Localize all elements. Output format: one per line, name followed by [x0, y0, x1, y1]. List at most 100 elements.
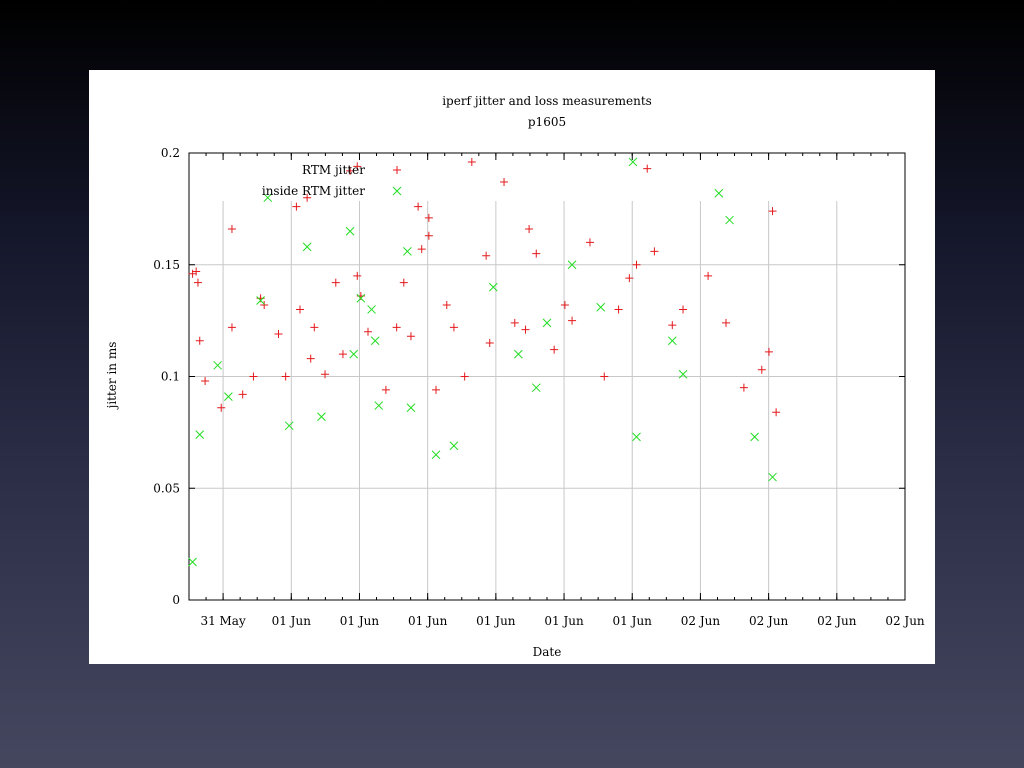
rtm-jitter-point [550, 345, 559, 354]
legend: RTM jitter inside RTM jitter [262, 163, 402, 198]
inside-rtm-jitter-point [431, 450, 441, 460]
inside-rtm-jitter-point [750, 432, 759, 442]
rtm-jitter-point [417, 245, 426, 254]
x-tick-label: 31 May [200, 614, 246, 628]
inside-rtm-jitter-point [370, 336, 380, 346]
inside-rtm-jitter-point [317, 412, 326, 422]
rtm-jitter-point [321, 370, 330, 379]
x-tick-label: 01 Jun [272, 614, 312, 628]
inside-rtm-jitter-point [542, 318, 552, 328]
x-tick-label: 01 Jun [340, 614, 380, 628]
rtm-jitter-point [442, 300, 451, 309]
data-points [188, 157, 781, 567]
rtm-jitter-point [500, 178, 509, 187]
rtm-jitter-point [643, 164, 652, 173]
inside-rtm-jitter-point [188, 557, 197, 567]
y-tick-label: 0.2 [161, 146, 180, 160]
rtm-jitter-point [274, 330, 283, 339]
rtm-jitter-point [568, 316, 577, 325]
inside-rtm-jitter-point [302, 242, 312, 252]
rtm-jitter-point [739, 383, 748, 392]
inside-rtm-jitter-point [367, 305, 376, 314]
x-tick-label: 02 Jun [749, 614, 789, 628]
x-axis-label: Date [533, 645, 562, 659]
legend-marker-rtm-jitter [393, 166, 401, 174]
rtm-jitter-point [195, 336, 204, 345]
rtm-jitter-point [310, 323, 319, 332]
rtm-jitter-point [414, 202, 423, 211]
rtm-jitter-point [424, 231, 433, 240]
rtm-jitter-point [432, 385, 441, 394]
grid-lines [189, 201, 905, 600]
rtm-jitter-point [482, 251, 491, 260]
inside-rtm-jitter-point [195, 430, 205, 439]
inside-rtm-jitter-point [632, 432, 641, 442]
inside-rtm-jitter-point [284, 421, 294, 431]
chart-title: iperf jitter and loss measurements [442, 94, 652, 108]
rtm-jitter-point [625, 274, 634, 283]
inside-rtm-jitter-point [678, 369, 688, 379]
x-tick-label: 01 Jun [476, 614, 516, 628]
rtm-jitter-point [193, 278, 202, 287]
rtm-jitter-point [704, 271, 713, 280]
inside-rtm-jitter-point [725, 215, 734, 225]
rtm-jitter-point [364, 327, 372, 336]
y-tick-label: 0.05 [153, 481, 180, 495]
rtm-jitter-point [346, 166, 355, 175]
rtm-jitter-point [449, 323, 458, 332]
rtm-jitter-point [238, 390, 247, 399]
inside-rtm-jitter-point [213, 360, 222, 370]
rtm-jitter-point [381, 385, 390, 394]
legend-marker-inside-rtm-jitter [392, 186, 402, 196]
rtm-jitter-point [201, 376, 210, 385]
inside-rtm-jitter-point [667, 336, 677, 346]
rtm-jitter-point [722, 318, 730, 327]
legend-label-inside-rtm-jitter: inside RTM jitter [262, 184, 365, 198]
rtm-jitter-point [292, 202, 301, 211]
rtm-jitter-point [510, 318, 519, 327]
inside-rtm-jitter-point [449, 441, 459, 451]
rtm-jitter-point [260, 300, 269, 309]
inside-rtm-jitter-point [256, 296, 265, 305]
rtm-jitter-point [772, 408, 781, 417]
rtm-jitter-point [424, 213, 433, 222]
inside-rtm-jitter-point [714, 188, 724, 198]
legend-label-rtm-jitter: RTM jitter [302, 163, 365, 177]
axis-ticks: 0 0.05 0.1 0.15 0.2 31 May 01 Jun 01 Jun 01 Jun 0… [153, 146, 925, 628]
rtm-jitter-point [632, 260, 641, 269]
inside-rtm-jitter-point [224, 392, 233, 401]
inside-rtm-jitter-point [531, 383, 541, 393]
rtm-jitter-point [525, 224, 534, 233]
rtm-jitter-point [668, 321, 677, 330]
y-tick-label: 0 [172, 593, 180, 607]
rtm-jitter-point [227, 323, 236, 332]
rtm-jitter-point [306, 354, 315, 363]
rtm-jitter-point [353, 162, 362, 171]
rtm-jitter-point [485, 338, 494, 347]
rtm-jitter-point [460, 372, 469, 381]
inside-rtm-jitter-point [356, 293, 366, 303]
rtm-jitter-point [650, 247, 659, 256]
x-tick-label: 01 Jun [408, 614, 448, 628]
rtm-jitter-point [399, 278, 408, 287]
rtm-jitter-point [295, 305, 304, 314]
legend-markers [392, 166, 402, 196]
rtm-jitter-point [764, 347, 773, 356]
rtm-jitter-point [192, 267, 201, 276]
rtm-jitter-point [249, 372, 258, 381]
inside-rtm-jitter-point [596, 302, 606, 312]
rtm-jitter-point [303, 193, 312, 202]
rtm-jitter-point [353, 271, 362, 280]
x-tick-label: 02 Jun [885, 614, 925, 628]
inside-rtm-jitter-point [406, 403, 416, 413]
slide-card: 0 0.05 0.1 0.15 0.2 31 May 01 Jun 01 Jun 01 Jun 0… [89, 70, 935, 664]
inside-rtm-jitter-point [263, 193, 273, 203]
x-tick-label: 02 Jun [681, 614, 721, 628]
y-tick-label: 0.1 [161, 370, 180, 384]
scatter-chart: 0 0.05 0.1 0.15 0.2 31 May 01 Jun 01 Jun 01 Jun 0… [105, 94, 925, 659]
x-tick-label: 02 Jun [817, 614, 857, 628]
inside-rtm-jitter-point [374, 401, 384, 410]
inside-rtm-jitter-point [567, 260, 577, 270]
rtm-jitter-point [768, 207, 777, 216]
rtm-jitter-point [679, 305, 688, 314]
